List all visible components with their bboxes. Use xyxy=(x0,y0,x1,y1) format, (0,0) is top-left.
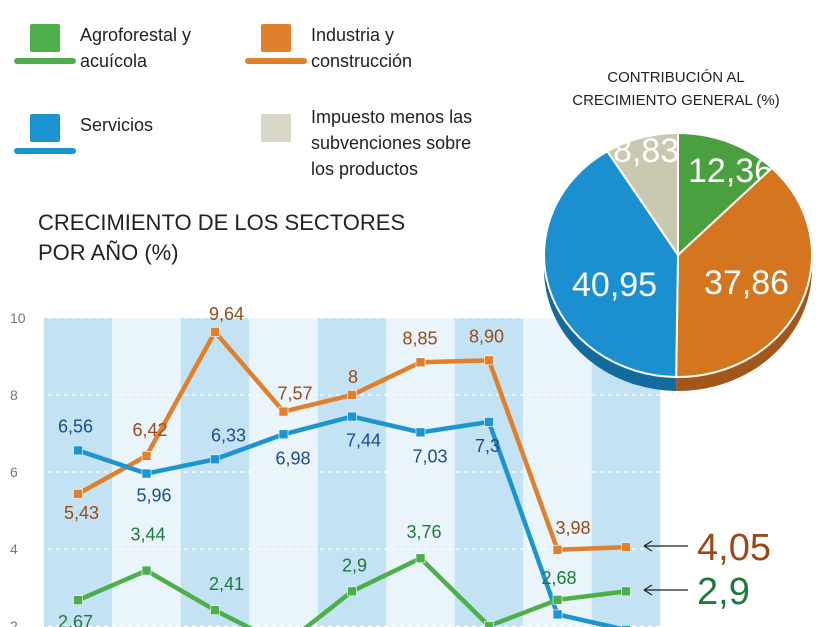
legend-item-impuesto: Impuesto menos las subvenciones sobre lo… xyxy=(245,104,472,182)
data-point xyxy=(347,586,357,597)
data-label: 5,43 xyxy=(64,503,99,523)
legend-label: Servicios xyxy=(80,112,153,138)
data-label: 8,85 xyxy=(403,328,438,348)
data-point xyxy=(210,605,220,616)
pie-label: 40,95 xyxy=(572,266,657,304)
legend-label-line: Industria y xyxy=(311,25,395,45)
data-point xyxy=(415,553,426,564)
legend-swatch xyxy=(261,114,291,142)
legend-label-line: los productos xyxy=(311,159,419,179)
legend-key xyxy=(14,112,76,158)
data-label: 6,33 xyxy=(211,425,246,445)
callout-arrow-head xyxy=(643,584,653,596)
legend-swatch xyxy=(30,24,60,52)
legend-label-line: Impuesto menos las xyxy=(311,107,473,127)
data-point xyxy=(141,451,152,461)
data-point xyxy=(415,357,426,368)
grid-stripe xyxy=(43,318,113,627)
legend-label-line: Agroforestal y xyxy=(80,25,192,45)
legend-label: Impuesto menos las subvenciones sobre lo… xyxy=(311,104,472,182)
callout-label: 4,05 xyxy=(697,527,771,569)
chart-title: CRECIMIENTO DE LOS SECTORES POR AÑO (%) xyxy=(38,208,418,268)
data-point xyxy=(415,427,426,438)
pie-label: 8,83 xyxy=(613,132,679,170)
legend-label: Industria y construcción xyxy=(311,22,412,74)
legend-swatch xyxy=(261,24,291,52)
pie-slice xyxy=(675,166,813,378)
legend-label-line: acuícola xyxy=(80,51,148,71)
grid-stripe xyxy=(523,318,592,627)
legend-item-servicios: Servicios xyxy=(14,112,153,158)
data-point xyxy=(484,355,494,366)
pie-title: CONTRIBUCIÓN AL CRECIMIENTO GENERAL (%) xyxy=(560,66,792,112)
pie-slice xyxy=(677,131,774,258)
data-label: 6,98 xyxy=(276,448,311,468)
data-label: 2,68 xyxy=(542,568,577,588)
legend-line xyxy=(14,58,76,64)
chart-title-line: CRECIMIENTO DE LOS SECTORES xyxy=(38,210,406,235)
data-point xyxy=(347,411,357,422)
data-label: 7,57 xyxy=(278,384,313,404)
data-label: 6,42 xyxy=(133,420,168,440)
data-point xyxy=(278,406,289,417)
data-point xyxy=(73,595,83,606)
legend-label-line: Servicios xyxy=(80,115,154,135)
legend-key xyxy=(245,104,305,150)
data-point xyxy=(552,544,563,555)
data-label: 2,41 xyxy=(209,574,244,594)
data-label: 9,64 xyxy=(209,304,244,324)
data-point xyxy=(552,595,563,605)
data-label: 7,03 xyxy=(413,446,448,466)
callout-arrow-head xyxy=(643,540,653,552)
data-point xyxy=(73,489,83,499)
legend-label: Agroforestal y acuícola xyxy=(80,22,191,74)
data-label: 2,9 xyxy=(342,555,367,575)
legend-swatch xyxy=(30,114,60,142)
data-point xyxy=(278,429,289,440)
data-point xyxy=(73,445,83,456)
legend-item-industria: Industria y construcción xyxy=(245,22,412,74)
pie-slice xyxy=(543,149,680,379)
data-point xyxy=(484,417,494,427)
data-label: 8,90 xyxy=(469,326,504,346)
y-tick-label: 10 xyxy=(10,310,26,326)
data-point xyxy=(621,542,631,552)
data-point xyxy=(484,621,494,627)
y-tick-label: 6 xyxy=(10,464,18,480)
pie-title-line: CONTRIBUCIÓN AL xyxy=(607,69,745,86)
data-label: 6,56 xyxy=(58,416,93,436)
data-label: 7,3 xyxy=(475,436,500,456)
y-tick-label: 2 xyxy=(10,618,18,627)
y-tick-label: 4 xyxy=(10,541,18,557)
chart-title-line: POR AÑO (%) xyxy=(38,240,179,265)
data-point xyxy=(210,327,220,337)
data-label: 7,44 xyxy=(346,431,381,451)
data-label: 3,76 xyxy=(407,522,442,542)
data-point xyxy=(552,609,563,620)
data-point xyxy=(347,390,357,400)
data-label: 8 xyxy=(348,367,358,387)
data-point xyxy=(141,468,152,479)
legend-label-line: subvenciones sobre xyxy=(311,133,472,153)
legend-label-line: construcción xyxy=(311,51,413,71)
pie-slice xyxy=(605,131,679,259)
legend-line xyxy=(14,148,76,154)
data-label: 2,67 xyxy=(58,612,93,627)
legend-line xyxy=(245,58,307,64)
data-point xyxy=(141,565,152,576)
legend-item-agroforestal: Agroforestal y acuícola xyxy=(14,22,191,74)
legend-key xyxy=(14,22,76,68)
pie-label: 37,86 xyxy=(704,264,789,302)
y-tick-label: 8 xyxy=(10,387,18,403)
data-point xyxy=(621,625,631,627)
legend-key xyxy=(245,22,307,68)
pie-title-line: CRECIMIENTO GENERAL (%) xyxy=(572,92,780,109)
data-point xyxy=(621,586,631,597)
data-point xyxy=(210,454,220,465)
data-label: 5,96 xyxy=(137,486,172,506)
data-label: 3,98 xyxy=(556,518,591,538)
callout-label: 2,9 xyxy=(697,571,750,613)
data-label: 3,44 xyxy=(131,525,166,545)
